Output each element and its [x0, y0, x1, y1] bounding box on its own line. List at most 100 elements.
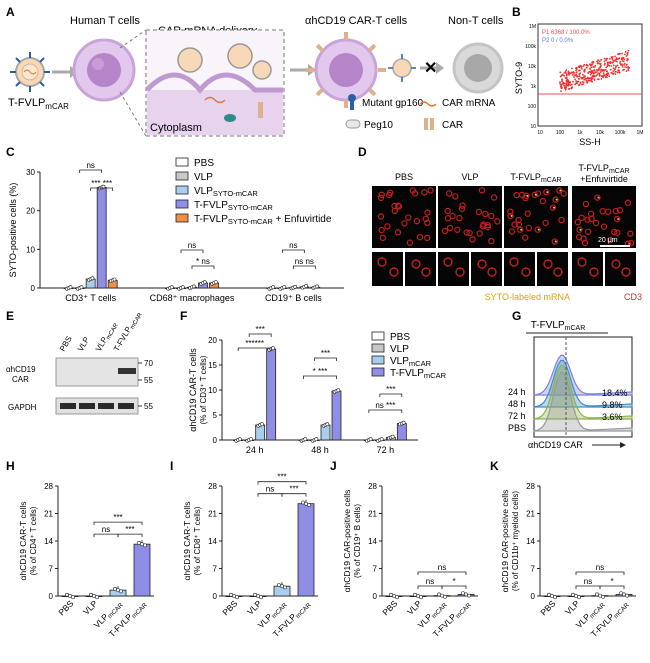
flow-dot [592, 61, 595, 63]
tick-label: VLP [390, 344, 409, 355]
y-tick-label: 21 [368, 510, 377, 519]
flow-dot [575, 67, 577, 69]
flow-dot [567, 82, 570, 84]
cell-ring [455, 267, 465, 277]
cell-ring [422, 215, 429, 223]
significance-label: ns [584, 577, 592, 586]
y-tick-label: 0 [531, 592, 536, 601]
legend-swatch [175, 157, 189, 167]
flow-dot [605, 59, 607, 61]
svg-text:100: 100 [528, 104, 537, 110]
data-point [68, 285, 73, 290]
significance-bracket [93, 533, 119, 538]
flow-dot [623, 68, 625, 71]
flow-dot [596, 78, 599, 80]
flow-dot [572, 71, 574, 74]
significance-bracket [303, 375, 337, 379]
flow-dot [619, 63, 622, 66]
flow-dot [563, 84, 565, 87]
cell-ring [389, 267, 399, 277]
cell-ring [377, 213, 385, 220]
cell-ring [459, 202, 466, 209]
data-point [282, 285, 287, 290]
cell-ring [466, 229, 473, 237]
cell-ring [452, 193, 459, 200]
flow-dot [596, 62, 599, 65]
svg-text:10k: 10k [528, 64, 537, 70]
cell-ring [478, 187, 486, 194]
data-point [601, 594, 605, 599]
flow-dot [587, 72, 590, 74]
flow-dot [575, 81, 578, 83]
histogram-curve [533, 371, 633, 432]
flow-dot [565, 84, 568, 87]
panel-label-a: A [6, 5, 15, 19]
flow-dot [614, 59, 617, 62]
legend-c: PBS VLP VLPSYTO-mCAR T-FVLPSYTO-mCAR T-FVLPS… [175, 157, 332, 226]
tick-label: T-FVLPmCAR [271, 598, 313, 640]
cell-ring [517, 226, 524, 233]
cell-ring [614, 215, 621, 223]
tick-label: PBS [538, 598, 557, 617]
flow-dot [608, 64, 611, 67]
significance-bracket [237, 347, 272, 351]
flow-dot [579, 81, 582, 84]
data-point [304, 284, 309, 288]
cell-ring [513, 191, 520, 199]
label-t-fvlp: T-FVLPmCAR [8, 97, 69, 111]
y-tick-label: 7 [373, 565, 378, 574]
flow-dot [581, 67, 583, 70]
data-point [379, 437, 384, 442]
svg-text:55: 55 [144, 376, 153, 385]
y-tick-label: 15 [208, 361, 217, 370]
flow-dot [572, 80, 574, 83]
flow-dot [614, 66, 617, 69]
legend-swatch [371, 355, 385, 365]
label-car-t-cells: αhCD19 CAR-T cells [305, 15, 408, 27]
flow-dot [614, 68, 616, 70]
flow-dot [616, 60, 618, 63]
mrna-dot [597, 196, 600, 199]
cell-ring [531, 191, 539, 199]
cell-ring [377, 257, 387, 267]
t-cell-icon [72, 38, 136, 102]
flow-dot [607, 73, 610, 75]
bar [396, 423, 407, 441]
y-tick-label: 0 [31, 284, 36, 293]
tick-label: PBS [380, 598, 399, 617]
svg-text:18.4%: 18.4% [602, 388, 628, 398]
flow-dot [627, 66, 630, 68]
data-point [467, 593, 471, 598]
flow-dot [611, 58, 614, 61]
flow-dot [608, 75, 611, 78]
flow-dot [627, 68, 629, 70]
cell-ring [424, 209, 431, 216]
svg-text:T-FVLPmCAR: T-FVLPmCAR [112, 309, 144, 354]
cell-ring [607, 236, 614, 244]
panel-e: E PBS VLP VLPmCAR T-FVLPmCAR αhCD19 CAR … [6, 309, 153, 415]
cell-ring [449, 212, 456, 220]
flow-dot [599, 60, 601, 63]
flow-dot [567, 88, 570, 90]
bar [133, 543, 151, 597]
data-point [336, 388, 341, 393]
flow-dot [588, 79, 591, 82]
cell-ring [534, 190, 542, 197]
flow-dot [572, 73, 574, 76]
y-axis-label-2: (% of CD3⁺ T cells) [199, 355, 208, 424]
cell-ring [421, 189, 428, 196]
flow-dot [585, 77, 587, 80]
cell-ring [487, 267, 497, 277]
data-point [119, 589, 123, 594]
flow-dot [626, 51, 629, 54]
y-tick-label: 30 [26, 168, 35, 177]
flow-dot [616, 64, 619, 67]
flow-dot [563, 72, 566, 74]
cell-ring [587, 210, 595, 217]
flow-dot [561, 79, 563, 81]
mrna-dot [537, 228, 540, 231]
mrna-dot [520, 228, 523, 231]
flow-dot [575, 69, 577, 72]
data-point [419, 595, 423, 600]
